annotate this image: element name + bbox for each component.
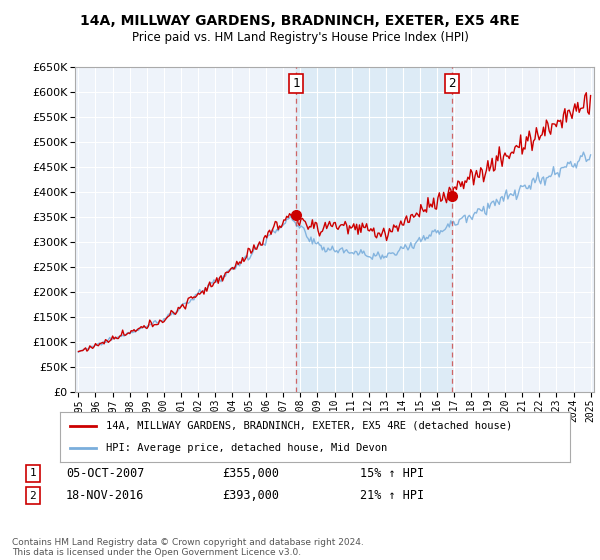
Text: 1: 1	[292, 77, 300, 90]
Text: £393,000: £393,000	[222, 489, 279, 502]
Text: 21% ↑ HPI: 21% ↑ HPI	[360, 489, 424, 502]
Text: 2: 2	[29, 491, 37, 501]
Text: 05-OCT-2007: 05-OCT-2007	[66, 466, 145, 480]
Text: 1: 1	[29, 468, 37, 478]
Text: Price paid vs. HM Land Registry's House Price Index (HPI): Price paid vs. HM Land Registry's House …	[131, 31, 469, 44]
Text: 14A, MILLWAY GARDENS, BRADNINCH, EXETER, EX5 4RE (detached house): 14A, MILLWAY GARDENS, BRADNINCH, EXETER,…	[106, 421, 512, 431]
Bar	[296, 67, 452, 392]
Text: 15% ↑ HPI: 15% ↑ HPI	[360, 466, 424, 480]
Text: 2: 2	[448, 77, 456, 90]
Text: £355,000: £355,000	[222, 466, 279, 480]
Text: HPI: Average price, detached house, Mid Devon: HPI: Average price, detached house, Mid …	[106, 443, 387, 453]
Text: 18-NOV-2016: 18-NOV-2016	[66, 489, 145, 502]
Text: 14A, MILLWAY GARDENS, BRADNINCH, EXETER, EX5 4RE: 14A, MILLWAY GARDENS, BRADNINCH, EXETER,…	[80, 14, 520, 28]
Text: Contains HM Land Registry data © Crown copyright and database right 2024.
This d: Contains HM Land Registry data © Crown c…	[12, 538, 364, 557]
